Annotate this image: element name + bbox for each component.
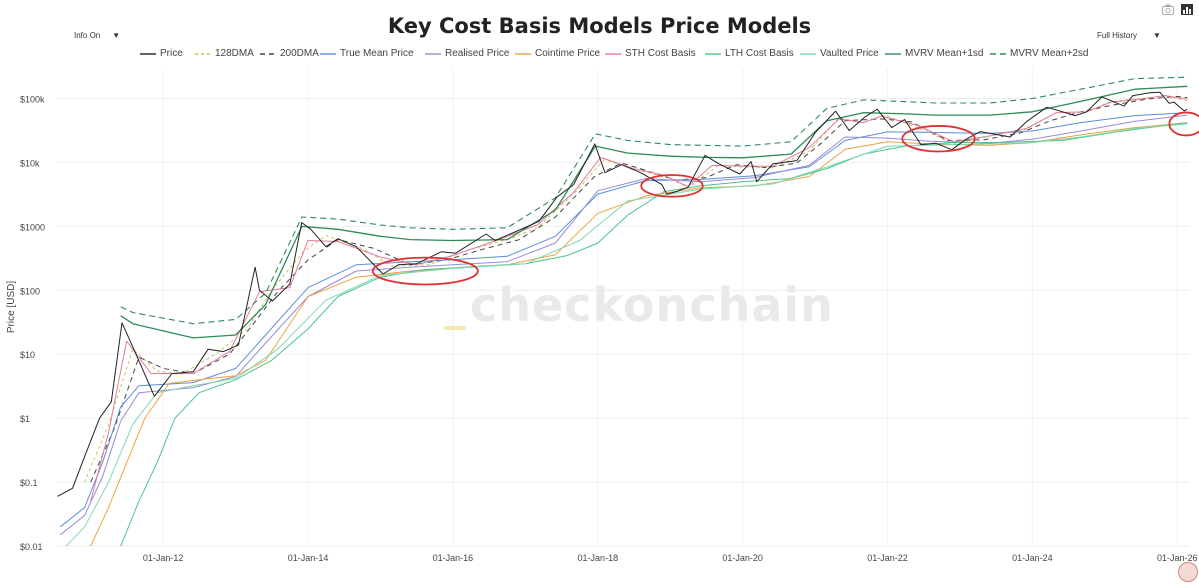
legend-item[interactable]: Vaulted Price <box>800 48 879 59</box>
camera-icon[interactable] <box>1162 2 1174 15</box>
y-tick-label: $10k <box>20 158 40 168</box>
legend-swatch <box>990 52 1006 55</box>
legend-item[interactable]: Cointime Price <box>515 48 600 59</box>
x-tick-label: 01-Jan-18 <box>578 553 619 563</box>
legend-label: Vaulted Price <box>820 48 879 59</box>
watermark: checkonchain <box>470 278 834 332</box>
y-tick-label: $100k <box>20 95 45 105</box>
x-tick-label: 01-Jan-22 <box>867 553 908 563</box>
bar-chart-icon[interactable] <box>1181 2 1193 15</box>
legend-item[interactable]: MVRV Mean+2sd <box>990 48 1088 59</box>
legend-label: Realised Price <box>445 48 510 59</box>
legend-label: Cointime Price <box>535 48 601 59</box>
legend-swatch <box>705 52 721 55</box>
legend-label: True Mean Price <box>340 48 414 59</box>
x-tick-label: 01-Jan-12 <box>143 553 184 563</box>
legend-label: MVRV Mean+1sd <box>905 48 984 59</box>
legend-swatch <box>885 52 901 55</box>
legend-label: 128DMA <box>215 48 254 59</box>
x-tick-label: 01-Jan-20 <box>722 553 763 563</box>
info-toggle-dropdown[interactable]: Info On ▼ <box>74 31 120 40</box>
chart-title: Key Cost Basis Models Price Models <box>387 14 812 38</box>
x-tick-label: 01-Jan-14 <box>288 553 329 563</box>
y-tick-label: $10 <box>20 350 35 360</box>
legend-swatch <box>605 52 621 55</box>
x-tick-label: 01-Jan-24 <box>1012 553 1053 563</box>
series-line-mvrv-mean-1sd <box>120 85 1188 339</box>
avatar <box>1178 562 1198 582</box>
annotation-ellipse <box>901 125 976 153</box>
y-tick-label: $0.1 <box>20 478 38 488</box>
legend-item[interactable]: LTH Cost Basis <box>705 48 794 59</box>
legend-item[interactable]: Realised Price <box>425 48 509 59</box>
y-axis-label: Price [USD] <box>6 281 17 333</box>
range-dropdown[interactable]: Full History ▼ <box>1097 31 1161 40</box>
x-tick-label: 01-Jan-16 <box>433 553 474 563</box>
series-line-cointime-price <box>90 122 1188 546</box>
watermark-bar <box>444 326 466 330</box>
annotation-ellipse <box>640 174 704 198</box>
y-tick-label: $1000 <box>20 222 45 232</box>
legend-label: Price <box>160 48 183 59</box>
series-line-128dma <box>84 95 1188 483</box>
range-label: Full History <box>1097 31 1138 40</box>
series-line-mvrv-mean-2sd <box>120 76 1188 325</box>
legend-swatch <box>515 52 531 55</box>
annotation-ellipse <box>371 256 479 286</box>
legend-label: MVRV Mean+2sd <box>1010 48 1089 59</box>
y-tick-label: $1 <box>20 414 30 424</box>
legend-item[interactable]: STH Cost Basis <box>605 48 696 59</box>
legend-item[interactable]: Price <box>140 48 183 59</box>
annotation-ellipse <box>1168 111 1199 137</box>
legend-item[interactable]: True Mean Price <box>320 48 414 59</box>
x-tick-label: 01-Jan-26 <box>1157 553 1198 563</box>
plot-area <box>57 76 1188 546</box>
legend-item[interactable]: MVRV Mean+1sd <box>885 48 983 59</box>
y-tick-label: $100 <box>20 286 40 296</box>
legend-label: LTH Cost Basis <box>725 48 794 59</box>
series-line-lth-cost-basis <box>120 122 1188 546</box>
legend-label: 200DMA <box>280 48 319 59</box>
legend-swatch <box>260 52 276 55</box>
legend-swatch <box>140 52 156 55</box>
legend-label: STH Cost Basis <box>625 48 696 59</box>
info-toggle-label: Info On <box>74 31 101 40</box>
legend-swatch <box>800 52 816 55</box>
legend-swatch <box>320 52 336 55</box>
legend-swatch <box>195 52 211 55</box>
chevron-down-icon: ▼ <box>112 31 121 40</box>
legend-swatch <box>425 52 441 55</box>
legend-item[interactable]: 128DMA <box>195 48 254 59</box>
series-line-vaulted-price <box>65 123 1188 546</box>
chevron-down-icon: ▼ <box>1153 31 1161 40</box>
legend-item[interactable]: 200DMA <box>260 48 319 59</box>
y-tick-label: $0.01 <box>20 542 43 552</box>
